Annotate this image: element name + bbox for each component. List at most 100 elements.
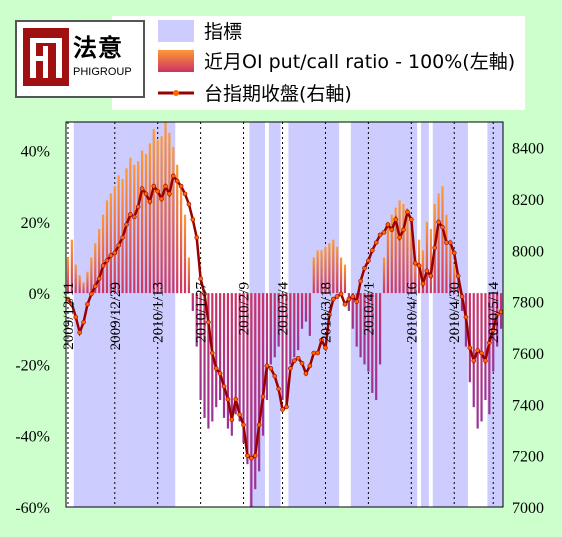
ratio-bar [250, 293, 253, 507]
ratio-bar [180, 186, 183, 294]
close-point [100, 263, 106, 269]
close-point [436, 219, 441, 225]
legend-swatch-ratio [158, 50, 194, 72]
ratio-bar [117, 175, 120, 294]
ratio-bar [191, 293, 194, 311]
close-point [206, 319, 211, 325]
right-tick-label: 7000 [512, 500, 544, 517]
close-point [264, 363, 270, 369]
close-point [467, 345, 473, 351]
ratio-bar [199, 293, 202, 401]
ratio-bar [265, 293, 269, 401]
right-tick-label: 8200 [512, 192, 544, 209]
ratio-bar [363, 293, 366, 365]
ratio-bar [78, 275, 81, 294]
close-point [330, 296, 336, 302]
close-point [198, 276, 203, 281]
ratio-bar [449, 239, 452, 294]
ratio-bar [425, 221, 429, 294]
ratio-bar [133, 164, 136, 294]
index-band [432, 122, 468, 507]
ratio-bar [300, 293, 304, 329]
close-point [490, 327, 496, 333]
close-point [190, 217, 196, 222]
close-point [268, 366, 274, 371]
ratio-bar [156, 139, 159, 294]
close-point [288, 366, 293, 371]
ratio-bar [351, 293, 354, 329]
close-point [155, 189, 160, 194]
ratio-bar [445, 214, 448, 294]
close-point [217, 371, 223, 376]
ratio-bar [176, 164, 179, 294]
close-point [311, 350, 317, 356]
close-point [104, 258, 110, 263]
ratio-bar [226, 293, 230, 429]
ratio-bar [246, 293, 249, 465]
close-point [369, 248, 375, 253]
close-point [420, 281, 426, 287]
ratio-bar [82, 282, 85, 294]
close-point [221, 384, 227, 389]
close-point [131, 214, 137, 220]
close-point [81, 319, 86, 325]
close-point [346, 296, 352, 302]
ratio-bar [172, 146, 175, 294]
ratio-bar [207, 293, 210, 429]
close-point [241, 422, 246, 428]
close-point [428, 273, 434, 279]
close-point [358, 278, 363, 284]
ratio-bar [148, 143, 151, 294]
close-point [494, 312, 500, 317]
close-point [233, 396, 239, 402]
right-tick-label: 8000 [512, 243, 544, 260]
ratio-bar [74, 264, 77, 294]
close-point [260, 394, 266, 399]
ratio-bar [152, 129, 155, 294]
ratio-bar [336, 246, 339, 294]
close-point [291, 358, 297, 364]
close-point [108, 253, 114, 258]
close-point [73, 314, 79, 320]
ratio-bar [410, 228, 413, 294]
ratio-bar [261, 293, 265, 436]
ratio-bar [230, 293, 233, 436]
close-point [381, 230, 387, 235]
legend-label-close: 台指期收盤(右軸) [204, 83, 352, 105]
close-point [213, 366, 219, 371]
ratio-bar [343, 264, 347, 294]
ratio-bar [66, 257, 70, 294]
right-tick-label: 7400 [512, 397, 544, 414]
ratio-bar [203, 293, 206, 418]
x-tick-label: 2009/12/29 [108, 282, 124, 350]
ratio-bar [281, 293, 284, 401]
close-point [471, 358, 477, 364]
ratio-bar [101, 214, 105, 294]
ratio-bar [258, 293, 261, 472]
close-series-line [67, 172, 502, 460]
close-point [139, 186, 145, 192]
ratio-bar [304, 293, 308, 322]
ratio-bar [289, 293, 292, 365]
close-point [128, 212, 133, 217]
ratio-bar [238, 293, 241, 422]
close-point [295, 355, 301, 361]
close-point [319, 337, 324, 343]
ratio-bar [355, 293, 358, 347]
left-tick-label: -60% [15, 500, 50, 517]
ratio-bar [488, 293, 491, 415]
ratio-bar [472, 293, 475, 408]
close-point [307, 363, 313, 369]
close-point [159, 196, 164, 202]
close-point [276, 386, 281, 392]
ratio-bar [367, 293, 370, 372]
left-tick-label: 0% [29, 286, 50, 303]
close-point [135, 204, 141, 209]
ratio-bar [453, 264, 456, 294]
ratio-bar [324, 246, 327, 294]
ratio-bar [320, 250, 323, 294]
ratio-bar [484, 293, 487, 401]
close-point [451, 250, 457, 256]
close-point [444, 240, 449, 245]
ratio-bar [480, 293, 483, 422]
